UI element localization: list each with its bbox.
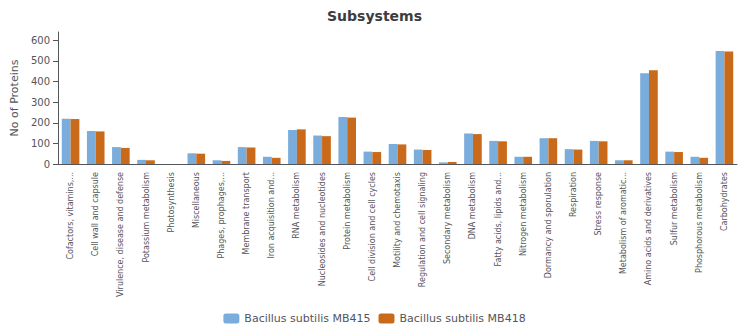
svg-text:DNA metabolism: DNA metabolism [468, 172, 477, 240]
svg-text:Amino acids and derivatives: Amino acids and derivatives [644, 172, 653, 285]
svg-text:Nucleosides and nucleotides: Nucleosides and nucleotides [318, 172, 327, 286]
svg-text:200: 200 [31, 117, 50, 128]
svg-text:0: 0 [44, 159, 50, 170]
svg-text:Fatty acids, lipids and...: Fatty acids, lipids and... [494, 172, 503, 266]
svg-text:No of Proteins: No of Proteins [8, 59, 21, 136]
svg-text:Miscellaneous: Miscellaneous [192, 172, 201, 228]
svg-text:Sulfur metabolism: Sulfur metabolism [670, 172, 679, 245]
svg-text:600: 600 [31, 35, 50, 46]
svg-text:Secondary metabolism: Secondary metabolism [443, 172, 452, 264]
svg-text:100: 100 [31, 138, 50, 149]
svg-text:Nitrogen metabolism: Nitrogen metabolism [519, 172, 528, 256]
svg-text:300: 300 [31, 97, 50, 108]
svg-text:Dormancy and sporulation: Dormancy and sporulation [544, 172, 553, 278]
svg-text:Carbohydrates: Carbohydrates [720, 172, 729, 231]
svg-text:Phages, prophages,...: Phages, prophages,... [217, 172, 226, 259]
svg-text:Iron acquisition and...: Iron acquisition and... [267, 172, 276, 259]
svg-text:Potassium metabolism: Potassium metabolism [142, 172, 151, 263]
svg-text:Virulence, disease and defense: Virulence, disease and defense [116, 172, 125, 297]
svg-text:Membrane transport: Membrane transport [242, 172, 251, 254]
svg-text:Stress response: Stress response [594, 172, 603, 236]
svg-text:Bacillus subtilis MB418: Bacillus subtilis MB418 [400, 312, 526, 325]
svg-text:400: 400 [31, 76, 50, 87]
svg-text:500: 500 [31, 55, 50, 66]
svg-text:Phosphorous metabolism: Phosphorous metabolism [695, 172, 704, 273]
svg-text:Regulation and cell signaling: Regulation and cell signaling [418, 172, 427, 287]
svg-text:RNA metabolism: RNA metabolism [292, 172, 301, 239]
svg-text:Protein metabolism: Protein metabolism [343, 172, 352, 250]
svg-text:Respiration: Respiration [569, 172, 578, 217]
svg-text:Subsystems: Subsystems [327, 8, 422, 24]
svg-text:Cell wall and capsule: Cell wall and capsule [91, 172, 100, 256]
svg-text:Motility and chemotaxis: Motility and chemotaxis [393, 172, 402, 268]
svg-text:Metabolism of aromatic...: Metabolism of aromatic... [619, 172, 628, 274]
svg-text:Photosynthesis: Photosynthesis [167, 172, 176, 232]
svg-text:Cofactors, vitamins,...: Cofactors, vitamins,... [66, 172, 75, 260]
svg-text:Cell division and cell cycles: Cell division and cell cycles [368, 172, 377, 281]
svg-text:Bacillus subtilis MB415: Bacillus subtilis MB415 [244, 312, 370, 325]
